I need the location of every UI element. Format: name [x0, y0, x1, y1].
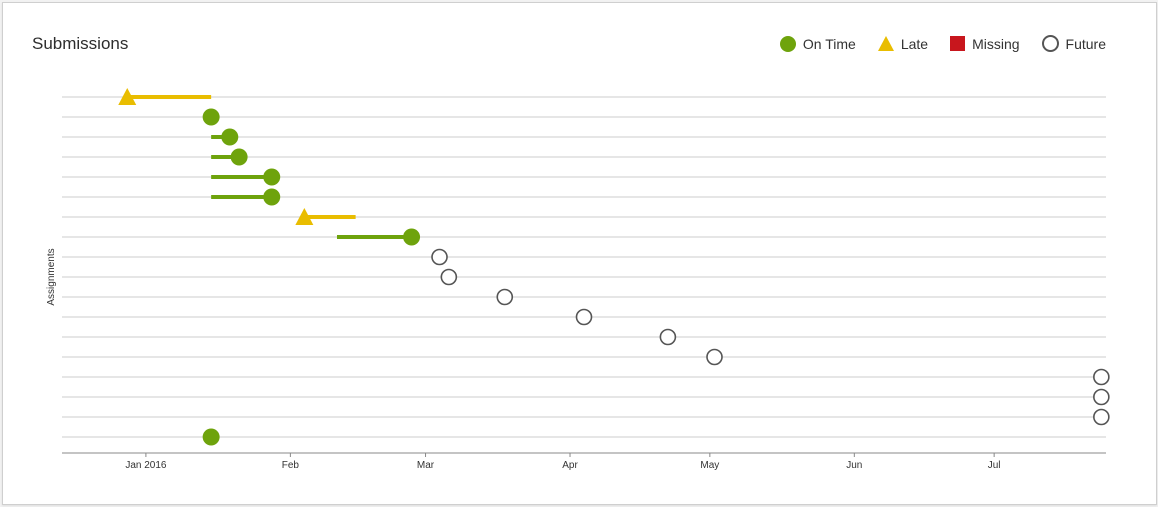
x-tick-label: Mar [417, 460, 435, 471]
missing-square-icon [950, 36, 966, 51]
x-tick-label: May [700, 460, 719, 471]
late-marker [118, 88, 137, 105]
x-tick-label: Jan 2016 [125, 460, 167, 471]
future-marker [1093, 408, 1110, 426]
future-circle-icon [1041, 35, 1059, 52]
future-marker [496, 288, 514, 306]
ontime-marker [230, 148, 248, 166]
legend-item-future: Future [1041, 35, 1106, 52]
legend-label-future: Future [1065, 35, 1106, 52]
future-marker [431, 248, 448, 266]
future-marker [575, 308, 593, 326]
x-tick-label: Jul [988, 460, 1001, 471]
legend-label-ontime: On Time [802, 35, 856, 52]
future-marker [659, 328, 677, 346]
future-marker [1093, 388, 1110, 406]
ontime-marker [221, 128, 239, 146]
legend-label-late: Late [900, 35, 929, 52]
ontime-marker [263, 168, 281, 186]
x-tick-label: Feb [282, 460, 300, 471]
legend-item-late: Late [877, 35, 929, 52]
x-tick-label: Jun [846, 460, 862, 471]
ontime-circle-icon [779, 35, 796, 52]
future-marker [706, 348, 723, 366]
ontime-marker [403, 228, 421, 246]
legend-label-missing: Missing [972, 35, 1020, 52]
future-marker [1093, 368, 1110, 386]
legend-item-ontime: On Time [779, 35, 856, 52]
legend: On Time Late Missing Future [758, 35, 1106, 52]
chart-title: Submissions [32, 34, 129, 53]
ontime-marker [263, 188, 281, 206]
legend-item-missing: Missing [950, 35, 1020, 52]
x-tick-label: Apr [562, 460, 578, 471]
late-triangle-icon [877, 36, 894, 51]
late-marker [295, 208, 314, 225]
y-axis-label: Assignments [46, 248, 57, 305]
ontime-marker [202, 108, 220, 126]
ontime-marker [202, 428, 220, 446]
future-marker [440, 268, 458, 286]
